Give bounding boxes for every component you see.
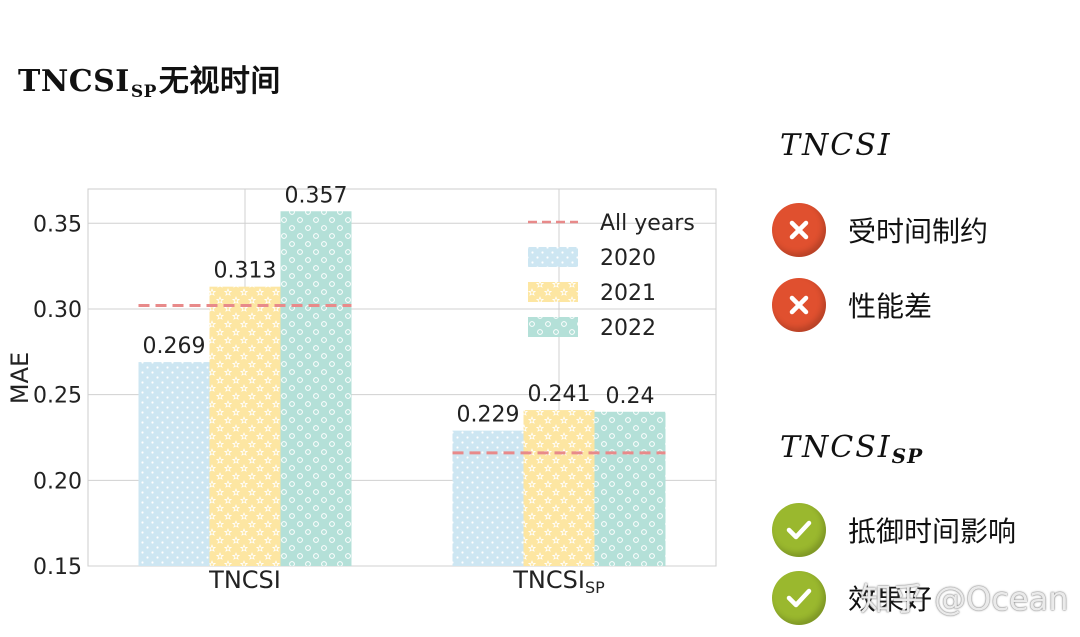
y-tick-label: 0.35: [33, 212, 82, 237]
bar-2022-1: [594, 411, 666, 566]
item-label: 效果好: [848, 583, 933, 616]
x-tick-subscript: SP: [585, 578, 605, 597]
legend-label: 2021: [600, 281, 656, 306]
reference-lines: [138, 304, 666, 455]
y-axis-label: MAE: [6, 352, 34, 404]
y-tick-label: 0.25: [33, 384, 82, 409]
bar-2020-0: [138, 362, 210, 566]
bar-2021-1: [523, 410, 595, 566]
x-tick-main: TNCSI: [512, 566, 585, 594]
list-item: 受时间制约: [772, 202, 988, 258]
slide-title-subscript: SP: [130, 82, 157, 102]
legend-label: 2022: [600, 316, 656, 341]
section-title-main: TNCSI: [780, 128, 892, 163]
watermark: 知乎 @Ocean: [860, 580, 1069, 618]
data-label: 0.229: [457, 403, 520, 428]
data-labels: 0.269 0.229 0.313 0.241 0.357 0.24: [143, 183, 655, 427]
x-mark-icon: [772, 203, 826, 257]
section-title-subscript: SP: [891, 444, 924, 468]
y-tick-label: 0.20: [33, 469, 82, 494]
section-title-tncsi-sp: TNCSISP: [780, 430, 923, 468]
data-label: 0.241: [528, 382, 591, 407]
legend: All years 2020 2021 2022: [528, 211, 695, 341]
section-title-tncsi: TNCSI: [780, 128, 892, 163]
data-label: 0.24: [606, 384, 655, 409]
list-item: 效果好: [772, 570, 932, 626]
item-label: 受时间制约: [848, 215, 989, 248]
bar-2022-0: [280, 211, 352, 566]
y-tick-label: 0.15: [33, 555, 82, 580]
legend-swatch-2021: [528, 282, 578, 302]
bar-2020-1: [452, 430, 524, 566]
item-label: 抵御时间影响: [848, 515, 1017, 548]
data-label: 0.269: [143, 334, 206, 359]
legend-label: All years: [600, 211, 695, 236]
slide-title-suffix: 无视时间: [158, 64, 281, 99]
slide-title: TNCSISP无视时间: [18, 56, 281, 102]
legend-swatch-2022: [528, 317, 578, 337]
legend-label: 2020: [600, 246, 656, 271]
bar-2021-0: [209, 286, 281, 566]
check-mark-icon: [772, 571, 826, 625]
slide-title-main: TNCSI: [18, 64, 130, 99]
x-tick-labels: TNCSI TNCSISP: [208, 566, 605, 597]
legend-swatch-2020: [528, 247, 578, 267]
y-tick-label: 0.30: [33, 298, 82, 323]
section-title-main: TNCSI: [780, 430, 892, 465]
list-item: 性能差: [772, 277, 932, 333]
list-item: 抵御时间影响: [772, 502, 1016, 558]
x-mark-icon: [772, 278, 826, 332]
item-label: 性能差: [848, 290, 933, 323]
bars: [138, 211, 666, 566]
check-mark-icon: [772, 503, 826, 557]
y-tick-labels: 0.15 0.20 0.25 0.30 0.35: [33, 212, 82, 580]
x-tick-label: TNCSI: [208, 566, 281, 594]
x-tick-main: TNCSI: [208, 566, 281, 594]
data-label: 0.313: [214, 259, 277, 284]
data-label: 0.357: [285, 183, 348, 208]
x-tick-label: TNCSISP: [512, 566, 605, 597]
